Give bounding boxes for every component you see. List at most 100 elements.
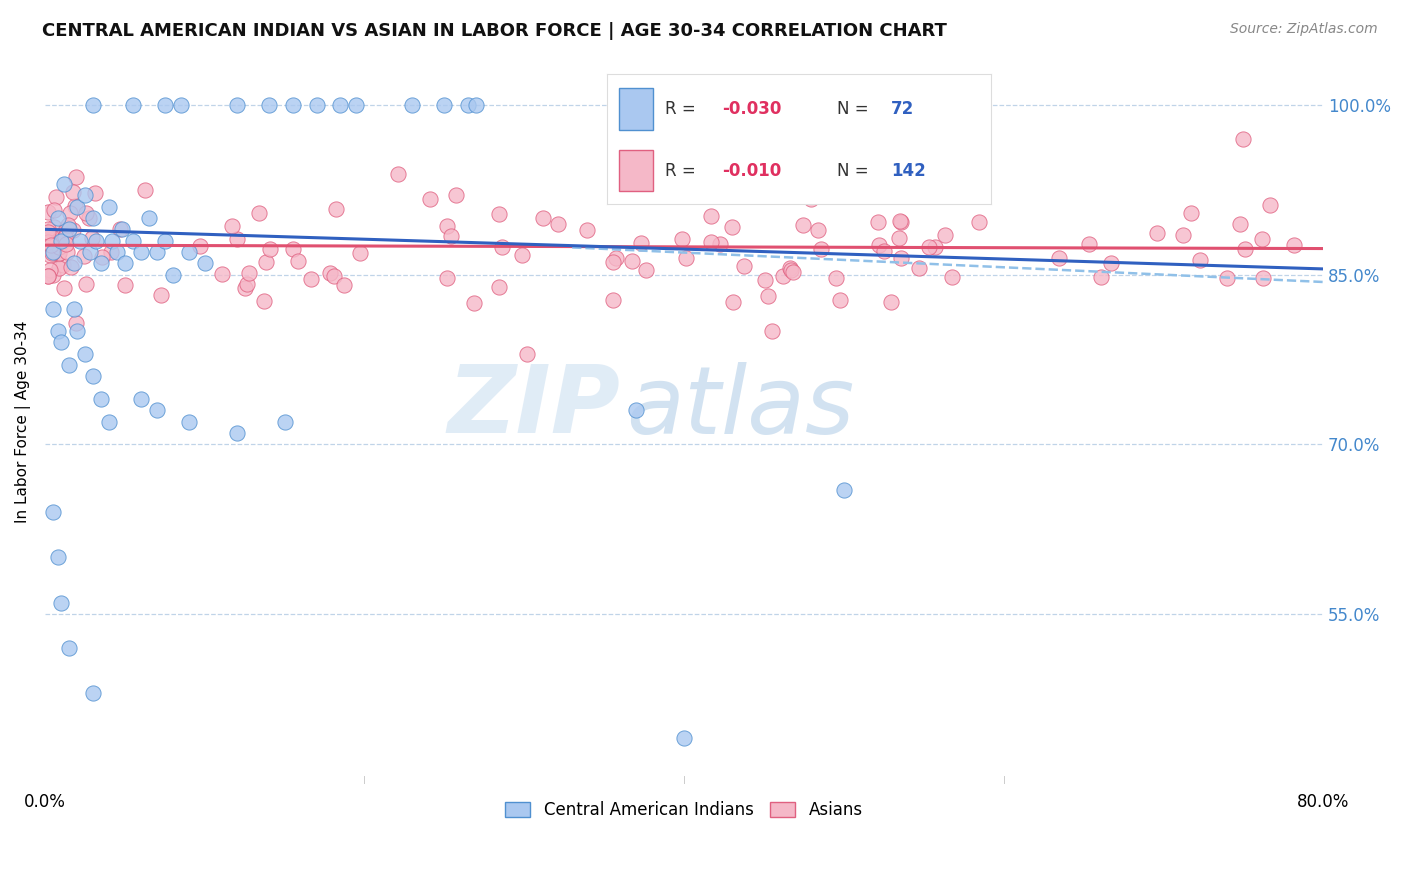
Point [733, 259, 755, 273]
Point [101, 234, 124, 248]
Point [134, 183, 156, 197]
Point [114, 256, 136, 270]
Point [247, 205, 270, 219]
Point [121, 98, 143, 112]
Point [121, 234, 143, 248]
Point [82, 231, 104, 245]
Point [177, 244, 200, 259]
Point [699, 235, 721, 249]
Point [82, 98, 104, 112]
Point [281, 98, 304, 112]
Point [782, 265, 804, 279]
Point [73, 188, 96, 202]
Point [59, 206, 82, 220]
Point [305, 98, 328, 112]
Point [177, 415, 200, 429]
Point [49, 596, 72, 610]
Point [49, 335, 72, 350]
Point [42, 505, 65, 519]
Point [44, 202, 66, 217]
Point [1282, 237, 1305, 252]
Point [671, 232, 693, 246]
Point [77, 211, 100, 226]
Point [281, 242, 304, 256]
Point [609, 98, 631, 112]
Point [90, 256, 112, 270]
Text: atlas: atlas [627, 361, 855, 452]
Point [69, 234, 91, 248]
Point [129, 392, 152, 406]
Point [934, 228, 956, 243]
Point [675, 252, 697, 266]
Point [53, 229, 76, 244]
Point [73, 249, 96, 263]
Point [1188, 252, 1211, 267]
Point [575, 223, 598, 237]
Point [807, 223, 830, 237]
Point [273, 415, 295, 429]
Point [720, 220, 742, 235]
Point [42, 301, 65, 316]
Point [880, 295, 903, 310]
Point [46, 233, 69, 247]
Point [446, 188, 468, 202]
Point [908, 261, 931, 276]
Point [1258, 198, 1281, 212]
Point [873, 244, 896, 258]
Point [630, 236, 652, 251]
Point [42, 244, 65, 259]
Point [890, 252, 912, 266]
Point [709, 237, 731, 252]
Point [825, 271, 848, 285]
Point [145, 244, 167, 259]
Point [42, 268, 65, 282]
Point [145, 403, 167, 417]
Point [62, 256, 84, 270]
Point [602, 293, 624, 307]
Point [59, 260, 82, 274]
Point [37, 222, 59, 236]
Point [82, 686, 104, 700]
Point [488, 207, 510, 221]
Point [1171, 227, 1194, 242]
Point [941, 269, 963, 284]
Legend: Central American Indians, Asians: Central American Indians, Asians [499, 795, 869, 826]
Point [45, 190, 67, 204]
Point [634, 263, 657, 277]
Point [55, 236, 77, 251]
Text: CENTRAL AMERICAN INDIAN VS ASIAN IN LABOR FORCE | AGE 30-34 CORRELATION CHART: CENTRAL AMERICAN INDIAN VS ASIAN IN LABO… [42, 22, 948, 40]
Point [463, 295, 485, 310]
Point [37, 233, 59, 247]
Point [259, 242, 281, 256]
Point [1215, 271, 1237, 285]
Point [84, 234, 107, 248]
Point [52, 281, 75, 295]
Point [48, 261, 70, 276]
Point [1146, 226, 1168, 240]
Point [49, 234, 72, 248]
Point [238, 267, 260, 281]
Point [624, 403, 647, 417]
Point [55, 244, 77, 259]
Point [91, 250, 114, 264]
Point [710, 180, 733, 194]
Point [225, 425, 247, 440]
Point [1078, 237, 1101, 252]
Point [90, 392, 112, 406]
Point [531, 211, 554, 225]
Point [1251, 232, 1274, 246]
Point [1234, 243, 1257, 257]
Text: ZIP: ZIP [447, 361, 620, 453]
Point [53, 177, 76, 191]
Point [63, 199, 86, 213]
Point [516, 347, 538, 361]
Point [73, 347, 96, 361]
Text: Source: ZipAtlas.com: Source: ZipAtlas.com [1230, 22, 1378, 37]
Point [97, 415, 120, 429]
Point [488, 280, 510, 294]
Point [325, 202, 347, 217]
Point [221, 219, 243, 233]
Point [38, 248, 60, 262]
Point [82, 211, 104, 225]
Point [779, 260, 801, 275]
